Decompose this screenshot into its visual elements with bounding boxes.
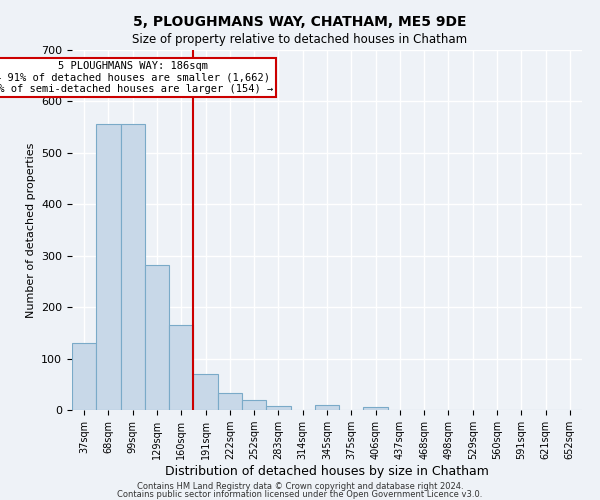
Text: 5, PLOUGHMANS WAY, CHATHAM, ME5 9DE: 5, PLOUGHMANS WAY, CHATHAM, ME5 9DE xyxy=(133,15,467,29)
Bar xyxy=(266,406,290,410)
Y-axis label: Number of detached properties: Number of detached properties xyxy=(26,142,35,318)
Bar xyxy=(121,124,145,410)
Text: 5 PLOUGHMANS WAY: 186sqm
← 91% of detached houses are smaller (1,662)
8% of semi: 5 PLOUGHMANS WAY: 186sqm ← 91% of detach… xyxy=(0,61,274,94)
Text: Contains public sector information licensed under the Open Government Licence v3: Contains public sector information licen… xyxy=(118,490,482,499)
Text: Contains HM Land Registry data © Crown copyright and database right 2024.: Contains HM Land Registry data © Crown c… xyxy=(137,482,463,491)
Text: Size of property relative to detached houses in Chatham: Size of property relative to detached ho… xyxy=(133,32,467,46)
Bar xyxy=(193,374,218,410)
Bar xyxy=(72,343,96,410)
X-axis label: Distribution of detached houses by size in Chatham: Distribution of detached houses by size … xyxy=(165,465,489,478)
Bar xyxy=(242,400,266,410)
Bar xyxy=(145,265,169,410)
Bar xyxy=(169,325,193,410)
Bar xyxy=(364,408,388,410)
Bar xyxy=(218,393,242,410)
Bar xyxy=(96,124,121,410)
Bar xyxy=(315,405,339,410)
